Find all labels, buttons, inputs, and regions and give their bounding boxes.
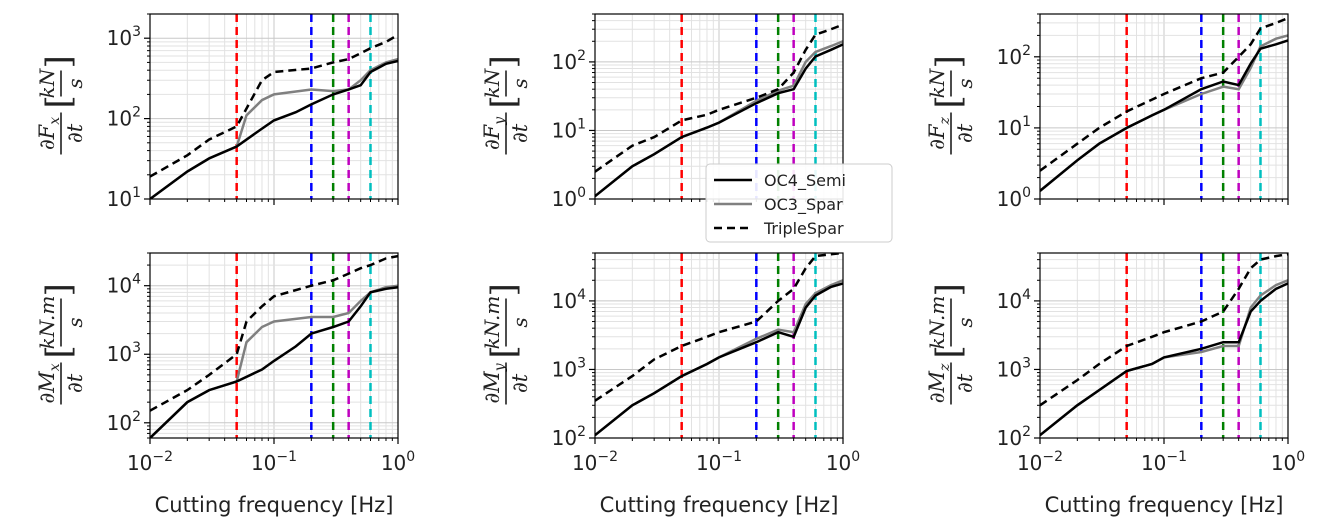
ylabel-numerator: ∂Fx bbox=[35, 117, 63, 150]
y-tick-label: 102 bbox=[552, 424, 586, 450]
chart-panel: 102 103 104 10−2 10−1 100 Cutting frequency [H… bbox=[35, 252, 415, 517]
legend-box bbox=[705, 163, 893, 243]
ylabel-denominator: ∂t bbox=[508, 123, 532, 143]
y-tick-label: 100 bbox=[552, 185, 586, 211]
ylabel-numerator: ∂Mx bbox=[35, 363, 63, 403]
ylabel-bracket: ] bbox=[484, 283, 524, 296]
y-tick-label: 102 bbox=[997, 43, 1031, 69]
y-tick-label: 101 bbox=[107, 185, 141, 211]
y-tick-label: 104 bbox=[997, 287, 1031, 313]
y-tick-label: 102 bbox=[552, 48, 586, 74]
grid bbox=[595, 253, 843, 438]
series-line-oc4-semi bbox=[150, 59, 398, 199]
series-line-triplespar bbox=[1040, 253, 1288, 407]
x-tick-label: 10−1 bbox=[696, 449, 742, 475]
y-tick-label: 103 bbox=[997, 355, 1031, 381]
chart-panel: 100 101 102 ∂Fz∂t [kN s] bbox=[925, 13, 1289, 211]
legend-label: TripleSpar bbox=[763, 219, 844, 238]
ylabel-bracket: ] bbox=[929, 283, 969, 296]
x-axis-label: Cutting frequency [Hz] bbox=[155, 493, 394, 517]
ylabel-denominator: ∂t bbox=[63, 123, 87, 143]
ylabel-numerator: ∂Fz bbox=[925, 116, 953, 149]
legend: OC4_Semi OC3_Spar TripleSpar bbox=[705, 163, 893, 243]
ylabel-denominator: ∂t bbox=[508, 373, 532, 393]
x-tick-label: 10−2 bbox=[1017, 449, 1063, 475]
x-axis-label: Cutting frequency [Hz] bbox=[600, 493, 839, 517]
ylabel-bracket: ] bbox=[39, 283, 79, 296]
ylabel-unit-den: s bbox=[63, 317, 87, 327]
y-tick-label: 101 bbox=[552, 116, 586, 142]
x-tick-label: 100 bbox=[1271, 449, 1305, 475]
y-axis-label: ∂Fz∂t [kN s] bbox=[925, 55, 977, 155]
chart-panel: 101 102 103 ∂Fx∂t [kN s] bbox=[35, 13, 399, 211]
y-axis-label: ∂Fx∂t [kN s] bbox=[35, 55, 87, 155]
series-line-oc4-semi bbox=[1040, 39, 1288, 192]
series-line-oc4-semi bbox=[595, 282, 843, 437]
x-tick-label: 10−1 bbox=[1141, 449, 1187, 475]
ylabel-unit: kN bbox=[925, 67, 949, 98]
y-tick-label: 102 bbox=[107, 409, 141, 435]
y-tick-label: 100 bbox=[997, 185, 1031, 211]
ylabel-bracket: [ bbox=[929, 95, 969, 108]
ylabel-denominator: ∂t bbox=[953, 373, 977, 393]
series-line-triplespar bbox=[595, 253, 843, 402]
series-line-triplespar bbox=[150, 33, 398, 178]
y-axis-label: ∂My∂t [kN.m s] bbox=[480, 283, 532, 405]
ylabel-bracket: ] bbox=[39, 55, 79, 68]
ylabel-unit: kN.m bbox=[480, 296, 504, 350]
series-line-oc4-semi bbox=[150, 285, 398, 438]
ylabel-bracket: [ bbox=[39, 95, 79, 108]
ylabel-unit: kN.m bbox=[925, 296, 949, 350]
grid bbox=[1040, 14, 1288, 199]
ylabel-bracket: [ bbox=[929, 345, 969, 358]
chart-panel: 102 103 104 10−2 10−1 100 Cutting frequency [H… bbox=[925, 252, 1305, 517]
series-line-triplespar bbox=[150, 254, 398, 412]
ylabel-unit: kN.m bbox=[35, 296, 59, 350]
x-tick-label: 10−2 bbox=[572, 449, 618, 475]
legend-label: OC3_Spar bbox=[764, 195, 843, 215]
y-tick-label: 103 bbox=[552, 355, 586, 381]
ylabel-unit-den: s bbox=[953, 78, 977, 88]
ylabel-bracket: [ bbox=[484, 95, 524, 108]
x-axis-label: Cutting frequency [Hz] bbox=[1045, 493, 1284, 517]
ylabel-bracket: [ bbox=[484, 345, 524, 358]
x-tick-label: 10−1 bbox=[251, 449, 297, 475]
y-tick-label: 104 bbox=[107, 272, 141, 298]
y-tick-label: 103 bbox=[107, 24, 141, 50]
y-axis-label: ∂Mz∂t [kN.m s] bbox=[925, 283, 977, 405]
ylabel-unit-den: s bbox=[508, 317, 532, 327]
ylabel-unit-den: s bbox=[508, 78, 532, 88]
series-line-oc4-semi bbox=[595, 43, 843, 198]
legend-label: OC4_Semi bbox=[764, 171, 846, 191]
ylabel-numerator: ∂Mz bbox=[925, 363, 953, 403]
y-tick-label: 102 bbox=[107, 105, 141, 131]
chart-panel: 102 103 104 10−2 10−1 100 Cutting frequency [H… bbox=[480, 252, 860, 517]
ylabel-bracket: [ bbox=[39, 345, 79, 358]
x-tick-label: 10−2 bbox=[127, 449, 173, 475]
series-line-triplespar bbox=[595, 23, 843, 173]
ylabel-bracket: ] bbox=[484, 55, 524, 68]
y-tick-label: 104 bbox=[552, 287, 586, 313]
ylabel-denominator: ∂t bbox=[953, 123, 977, 143]
series-line-oc4-semi bbox=[1040, 282, 1288, 437]
ylabel-numerator: ∂My bbox=[480, 362, 508, 403]
ylabel-unit-den: s bbox=[953, 317, 977, 327]
y-axis-label: ∂Mx∂t [kN.m s] bbox=[35, 283, 87, 405]
x-tick-label: 100 bbox=[381, 449, 415, 475]
ylabel-denominator: ∂t bbox=[63, 373, 87, 393]
x-tick-label: 100 bbox=[826, 449, 860, 475]
grid bbox=[150, 253, 398, 438]
y-tick-label: 101 bbox=[997, 114, 1031, 140]
series-line-triplespar bbox=[1040, 16, 1288, 172]
ylabel-bracket: ] bbox=[929, 55, 969, 68]
ylabel-unit: kN bbox=[480, 67, 504, 98]
ylabel-unit: kN bbox=[35, 67, 59, 98]
grid bbox=[1040, 253, 1288, 438]
y-tick-label: 103 bbox=[107, 340, 141, 366]
ylabel-numerator: ∂Fy bbox=[480, 116, 508, 150]
ylabel-unit-den: s bbox=[63, 78, 87, 88]
y-tick-label: 102 bbox=[997, 424, 1031, 450]
y-axis-label: ∂Fy∂t [kN s] bbox=[480, 55, 532, 155]
